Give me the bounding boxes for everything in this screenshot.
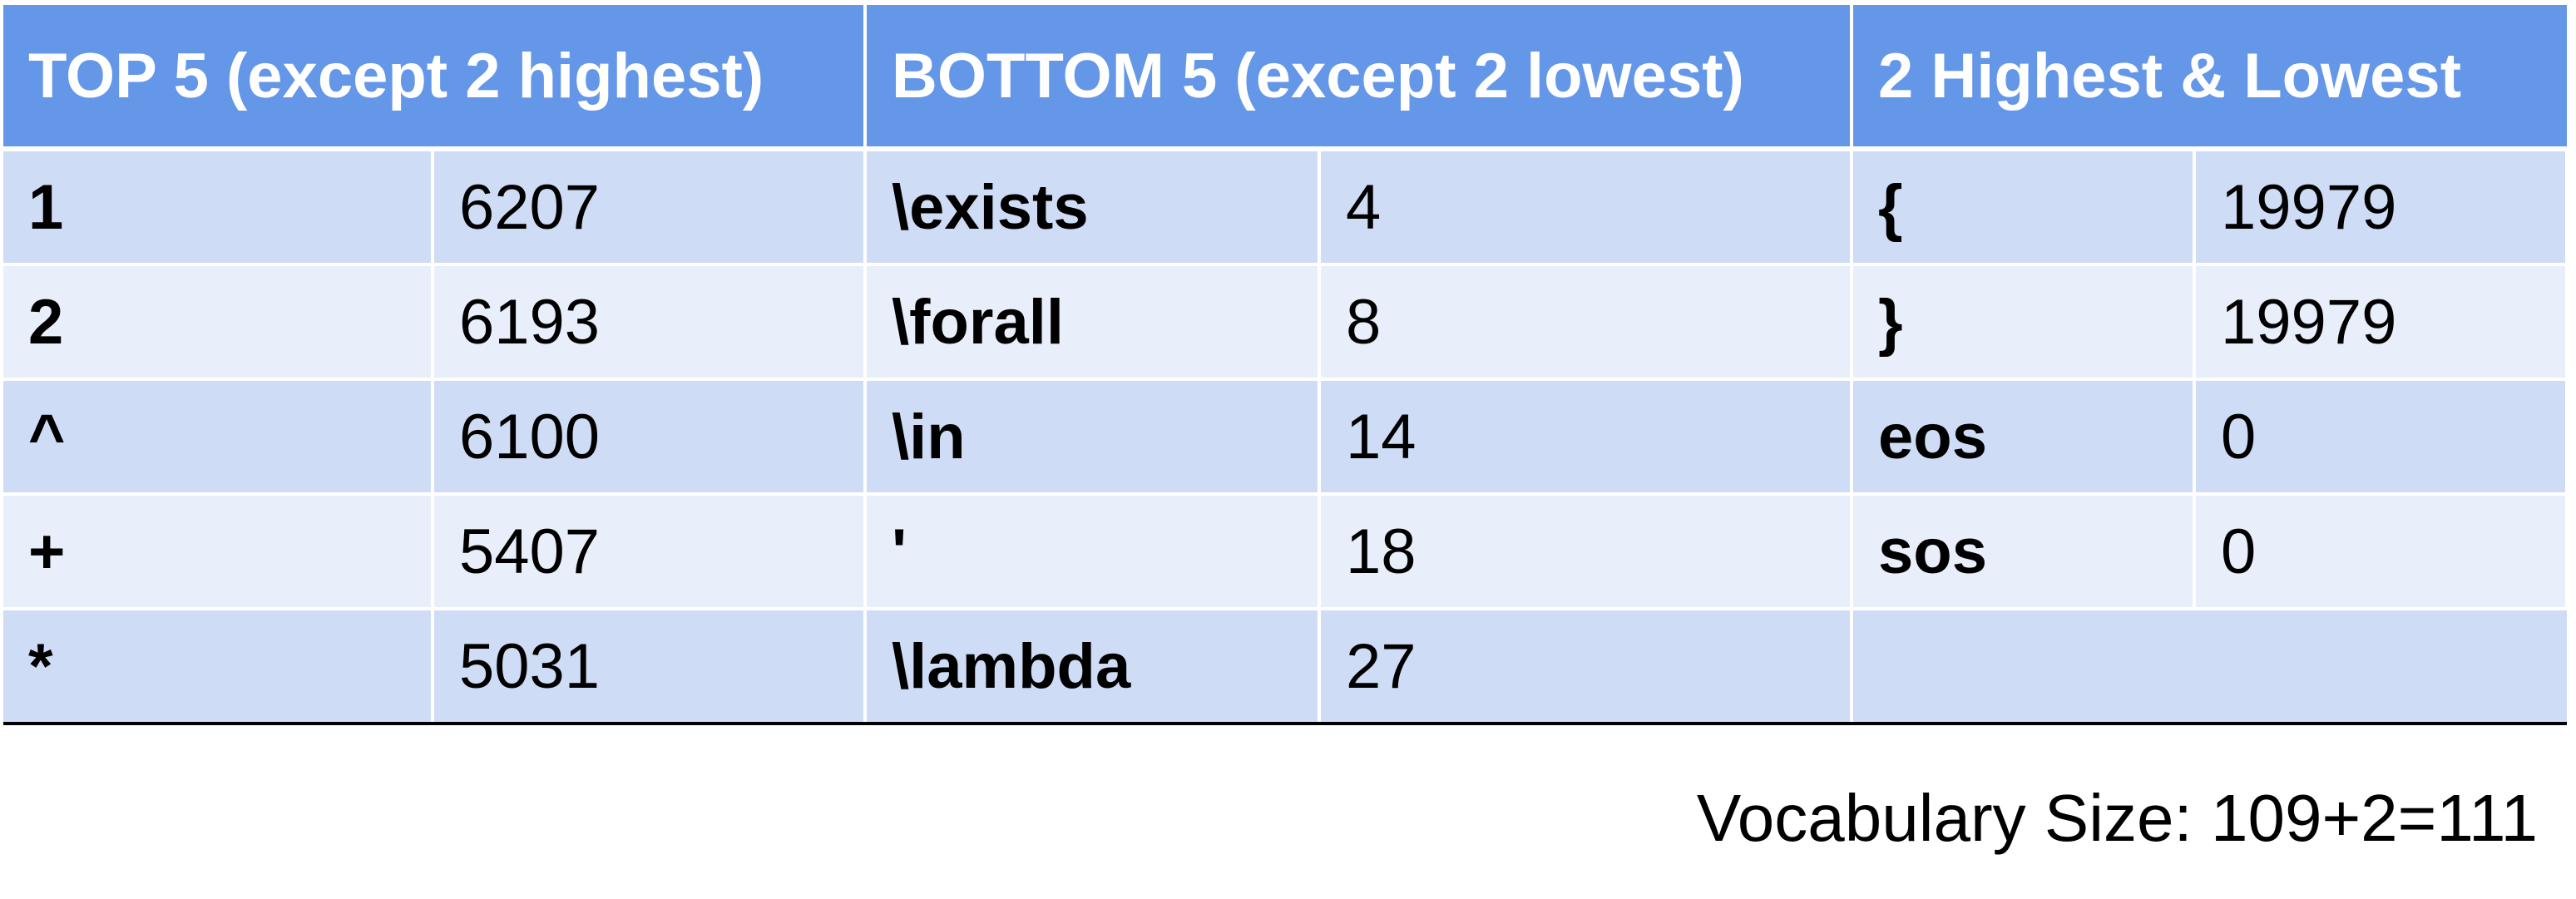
top-token: 2 bbox=[3, 263, 434, 379]
header-highest-lowest: 2 Highest & Lowest bbox=[1852, 5, 2568, 149]
header-top5: TOP 5 (except 2 highest) bbox=[3, 5, 868, 149]
bottom-token: ' bbox=[865, 492, 1322, 609]
extreme-token: } bbox=[1852, 263, 2197, 379]
bottom-token: \in bbox=[865, 378, 1322, 494]
header-bottom5: BOTTOM 5 (except 2 lowest) bbox=[865, 5, 1854, 149]
extreme-token bbox=[1852, 607, 2195, 725]
header-row: TOP 5 (except 2 highest) BOTTOM 5 (excep… bbox=[3, 5, 2568, 149]
top-count: 6100 bbox=[433, 378, 868, 494]
top-count: 6207 bbox=[433, 146, 868, 264]
top-token: 1 bbox=[3, 146, 434, 264]
top-token: ^ bbox=[3, 378, 434, 494]
bottom-count: 8 bbox=[1319, 263, 1854, 379]
extreme-token: sos bbox=[1852, 492, 2197, 609]
vocabulary-size-caption: Vocabulary Size: 109+2=111 bbox=[1696, 781, 2538, 855]
bottom-count: 27 bbox=[1319, 607, 1854, 725]
top-count: 6193 bbox=[433, 263, 868, 379]
vocabulary-frequency-table: TOP 5 (except 2 highest) BOTTOM 5 (excep… bbox=[3, 5, 2569, 725]
top-token: * bbox=[3, 607, 434, 725]
table-row: * 5031 \lambda 27 bbox=[3, 607, 2568, 725]
extreme-count: 0 bbox=[2194, 492, 2569, 609]
table-row: + 5407 ' 18 sos 0 bbox=[3, 492, 2569, 609]
top-token: + bbox=[3, 492, 434, 609]
extreme-count: 19979 bbox=[2194, 263, 2569, 379]
bottom-token: \forall bbox=[865, 263, 1322, 379]
top-count: 5407 bbox=[433, 492, 868, 609]
extreme-count: 19979 bbox=[2194, 146, 2569, 264]
top-count: 5031 bbox=[433, 607, 868, 725]
table-row: 1 6207 \exists 4 { 19979 bbox=[3, 146, 2569, 264]
table-row: ^ 6100 \in 14 eos 0 bbox=[3, 378, 2569, 494]
extreme-token: eos bbox=[1852, 378, 2197, 494]
bottom-count: 14 bbox=[1319, 378, 1854, 494]
bottom-count: 18 bbox=[1319, 492, 1854, 609]
bottom-count: 4 bbox=[1319, 146, 1854, 264]
table-row: 2 6193 \forall 8 } 19979 bbox=[3, 263, 2569, 379]
extreme-token: { bbox=[1852, 146, 2197, 264]
bottom-token: \lambda bbox=[865, 607, 1322, 725]
bottom-token: \exists bbox=[865, 146, 1322, 264]
extreme-count bbox=[2194, 607, 2568, 725]
extreme-count: 0 bbox=[2194, 378, 2569, 494]
